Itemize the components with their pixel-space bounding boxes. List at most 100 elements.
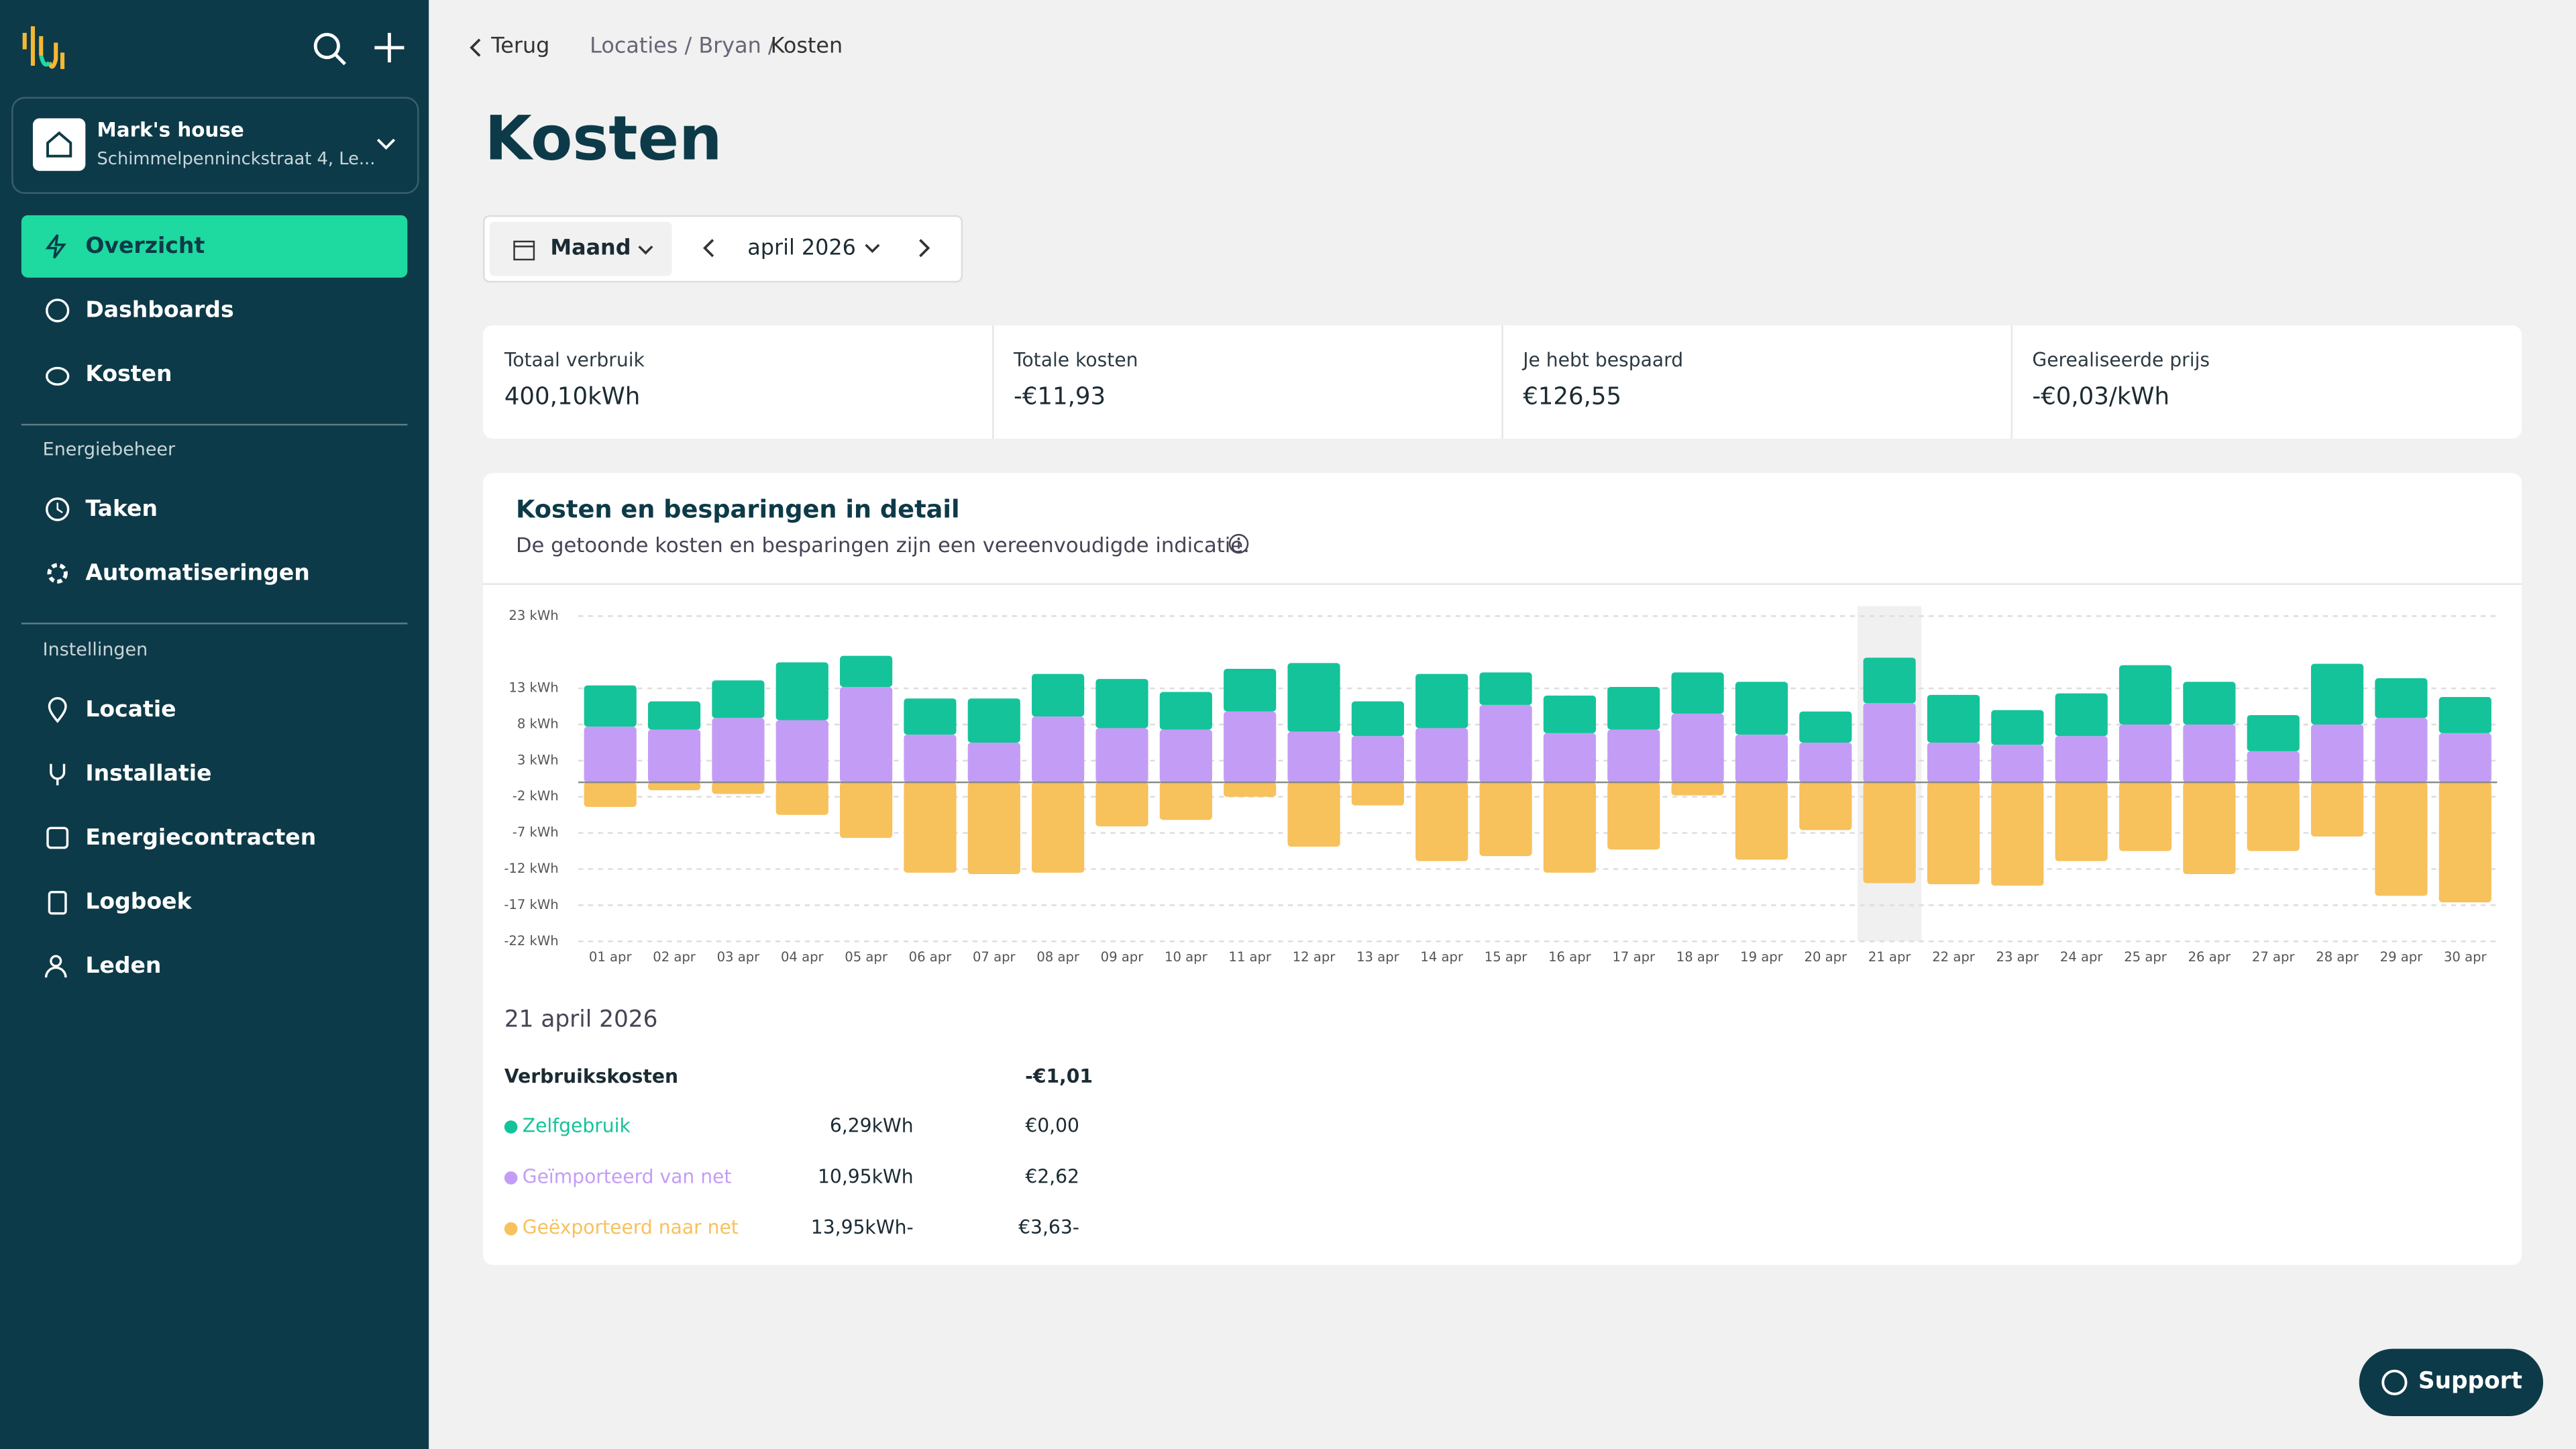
bar-segment: [1415, 674, 1468, 729]
bar-segment: [584, 782, 637, 807]
bar-segment: [1543, 782, 1597, 873]
nav-item[interactable]: Overzicht: [21, 215, 408, 278]
chart-title: Kosten en besparingen in detail: [515, 494, 960, 525]
bar-segment: [1159, 692, 1212, 730]
bar-segment: [1543, 695, 1597, 733]
x-tick-label: 03 apr: [717, 949, 761, 965]
y-tick-label: 23 kWh: [508, 608, 558, 623]
breadcrumb[interactable]: Locaties / Bryan /: [590, 34, 775, 60]
bar-segment: [647, 729, 701, 783]
month-select[interactable]: april 2026: [747, 236, 856, 262]
nav-item[interactable]: Automatiseringen: [21, 542, 408, 604]
chart-card: Kosten en besparingen in detail De getoo…: [483, 473, 2522, 1265]
bar-segment: [1863, 782, 1916, 883]
house-icon: [32, 118, 86, 171]
bar-segment: [2247, 751, 2300, 783]
bar-segment: [1032, 674, 1085, 717]
nav-item[interactable]: Dashboards: [21, 279, 408, 341]
x-tick-label: 09 apr: [1101, 949, 1144, 965]
nav-item[interactable]: Locatie: [21, 678, 408, 741]
nav-label: Dashboards: [85, 297, 234, 324]
bar-segment: [2183, 724, 2236, 783]
nav-item[interactable]: Energiecontracten: [21, 806, 408, 869]
bar-segment: [2438, 733, 2491, 783]
nav-label: Logboek: [85, 888, 192, 916]
bar-segment: [712, 680, 765, 718]
section-label: Instellingen: [42, 639, 148, 661]
stat-value: -€11,93: [1014, 384, 1106, 411]
nav-label: Installatie: [85, 760, 212, 788]
bar-segment: [584, 727, 637, 783]
next-button[interactable]: [915, 238, 931, 260]
search-button[interactable]: [312, 32, 348, 68]
legend-dot: [504, 1171, 518, 1185]
bar-segment: [1224, 669, 1277, 712]
x-tick-label: 13 apr: [1356, 949, 1400, 965]
bar-segment: [2310, 782, 2364, 837]
x-tick-label: 19 apr: [1740, 949, 1784, 965]
nav-label: Kosten: [85, 361, 172, 388]
bar-segment: [1735, 682, 1788, 735]
bar-segment: [1863, 703, 1916, 783]
sidebar: Mark's house Schimmelpenninckstraat 4, L…: [0, 0, 429, 1449]
x-tick-label: 16 apr: [1548, 949, 1592, 965]
bar-segment: [2247, 714, 2300, 751]
x-tick-label: 26 apr: [2188, 949, 2232, 965]
bar-segment: [1863, 657, 1916, 704]
x-tick-label: 04 apr: [781, 949, 824, 965]
bar-segment: [1799, 742, 1852, 783]
bar-segment: [1479, 672, 1532, 705]
mode-select[interactable]: Maand: [489, 221, 672, 276]
x-tick-label: 05 apr: [845, 949, 888, 965]
chevron: [865, 244, 880, 254]
y-tick-label: 13 kWh: [508, 680, 558, 696]
x-tick-label: 15 apr: [1485, 949, 1528, 965]
location-selector[interactable]: Mark's house Schimmelpenninckstraat 4, L…: [11, 97, 419, 194]
bar-segment: [1287, 663, 1340, 732]
x-tick-label: 12 apr: [1293, 949, 1336, 965]
bar-segment: [2375, 678, 2428, 718]
bar-segment: [1607, 686, 1660, 730]
separator: [21, 423, 408, 426]
nav-item[interactable]: Kosten: [21, 343, 408, 406]
bar-segment: [1671, 713, 1724, 783]
bar-segment: [2055, 782, 2108, 861]
bar-segment: [904, 698, 957, 735]
bar-segment: [647, 701, 701, 730]
chart-subtitle: De getoonde kosten en besparingen zijn e…: [515, 532, 1250, 557]
back-link[interactable]: Terug: [491, 34, 550, 60]
bar-segment: [840, 655, 893, 687]
nav-item[interactable]: Logboek: [21, 871, 408, 933]
nav-item[interactable]: Installatie: [21, 743, 408, 805]
nav-item[interactable]: Taken: [21, 478, 408, 541]
bar-segment: [1287, 731, 1340, 783]
bar-segment: [1159, 782, 1212, 820]
bar-segment: [840, 782, 893, 839]
bar-segment: [1927, 694, 1980, 743]
support-button[interactable]: Support: [2359, 1348, 2544, 1417]
stat-label: Totale kosten: [1014, 348, 1138, 372]
x-tick-label: 10 apr: [1165, 949, 1208, 965]
x-tick-label: 30 apr: [2444, 949, 2487, 965]
bar-segment: [1159, 729, 1212, 783]
bar-segment: [1991, 710, 2044, 745]
y-tick-label: -17 kWh: [504, 897, 558, 912]
y-tick-label: -2 kWh: [513, 788, 559, 804]
legend-label: Geïmporteerd van net: [522, 1165, 732, 1188]
info-icon[interactable]: [1227, 532, 1250, 555]
bar-segment: [1735, 735, 1788, 783]
period-picker: Maand april 2026: [483, 215, 963, 283]
y-tick-label: 3 kWh: [517, 752, 559, 767]
bar-segment: [2247, 782, 2300, 851]
prev-button[interactable]: [702, 238, 718, 260]
x-tick-label: 20 apr: [1804, 949, 1847, 965]
bar-segment: [1671, 672, 1724, 714]
nav-label: Leden: [85, 953, 162, 979]
nav-item[interactable]: Leden: [21, 934, 408, 997]
y-tick-label: -7 kWh: [513, 824, 559, 840]
bar-segment: [1351, 782, 1404, 806]
add-button[interactable]: [373, 32, 406, 64]
bar-segment: [775, 782, 828, 815]
section-label: Energiebeheer: [42, 438, 176, 460]
x-tick-label: 21 apr: [1868, 949, 1912, 965]
